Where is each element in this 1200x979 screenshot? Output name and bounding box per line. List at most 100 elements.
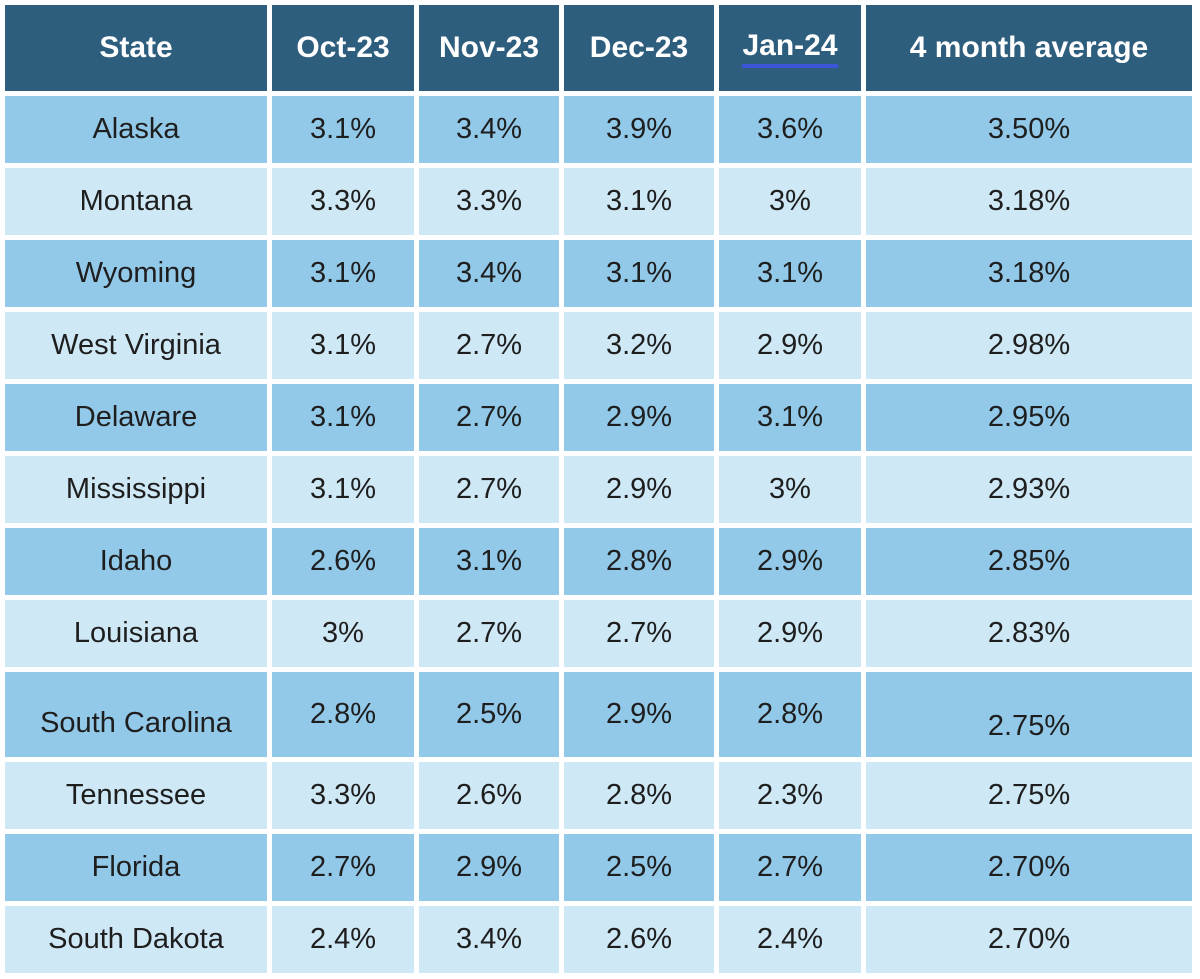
month-value-cell: 2.9% — [419, 834, 559, 901]
state-label: Tennessee — [65, 779, 207, 811]
cell-value: 2.9% — [756, 545, 824, 577]
state-label: South Carolina — [40, 707, 232, 739]
table-row: Mississippi 3.1% 2.7% 2.9% 3% 2.93% — [5, 456, 1192, 523]
state-label: South Dakota — [48, 923, 224, 955]
cell-value: 2.6% — [455, 779, 523, 811]
state-label: Montana — [79, 185, 193, 217]
average-cell: 3.18% — [866, 240, 1192, 307]
cell-value: 3.1% — [605, 185, 673, 217]
month-value-cell: 3% — [719, 168, 861, 235]
state-cell: South Carolina — [5, 672, 267, 757]
state-cell: Louisiana — [5, 600, 267, 667]
cell-value: 3.6% — [756, 113, 824, 145]
state-cell: Tennessee — [5, 762, 267, 829]
cell-value: 2.8% — [756, 698, 824, 730]
cell-value: 3.2% — [605, 329, 673, 361]
month-value-cell: 2.7% — [719, 834, 861, 901]
average-cell: 3.50% — [866, 96, 1192, 163]
cell-value: 3.3% — [455, 185, 523, 217]
state-cell: Wyoming — [5, 240, 267, 307]
month-value-cell: 2.9% — [564, 456, 714, 523]
month-value-cell: 3.1% — [564, 240, 714, 307]
state-cell: South Dakota — [5, 906, 267, 973]
month-value-cell: 2.5% — [564, 834, 714, 901]
cell-value: 2.6% — [605, 923, 673, 955]
cell-value: 2.85% — [987, 545, 1071, 577]
header-cell-4-month-average: 4 month average — [866, 5, 1192, 91]
month-value-cell: 3.1% — [272, 384, 414, 451]
jan-24-link[interactable]: Jan-24 — [742, 29, 838, 68]
average-cell: 2.75% — [866, 762, 1192, 829]
average-cell: 2.95% — [866, 384, 1192, 451]
cell-value: 2.8% — [605, 545, 673, 577]
state-cell: Florida — [5, 834, 267, 901]
cell-value: 2.83% — [987, 617, 1071, 649]
state-cell: Montana — [5, 168, 267, 235]
month-value-cell: 3.1% — [719, 384, 861, 451]
month-value-cell: 3.1% — [272, 96, 414, 163]
cell-value: 2.5% — [455, 698, 523, 730]
month-value-cell: 3.6% — [719, 96, 861, 163]
state-cell: Delaware — [5, 384, 267, 451]
cell-value: 3.1% — [309, 473, 377, 505]
month-value-cell: 2.9% — [564, 672, 714, 757]
cell-value: 3% — [769, 185, 811, 217]
cell-value: 2.9% — [605, 698, 673, 730]
cell-value: 2.70% — [987, 923, 1071, 955]
month-value-cell: 2.7% — [564, 600, 714, 667]
cell-value: 3.50% — [987, 113, 1071, 145]
state-label: West Virginia — [51, 329, 221, 361]
month-value-cell: 3.1% — [272, 312, 414, 379]
cell-value: 3.9% — [605, 113, 673, 145]
table-row: West Virginia 3.1% 2.7% 3.2% 2.9% 2.98% — [5, 312, 1192, 379]
state-label: Florida — [91, 851, 181, 883]
average-cell: 2.70% — [866, 834, 1192, 901]
cell-value: 2.98% — [987, 329, 1071, 361]
month-value-cell: 3.1% — [719, 240, 861, 307]
month-value-cell: 2.8% — [272, 672, 414, 757]
cell-value: 2.7% — [455, 473, 523, 505]
cell-value: 2.7% — [605, 617, 673, 649]
table-row: Florida 2.7% 2.9% 2.5% 2.7% 2.70% — [5, 834, 1192, 901]
month-value-cell: 2.6% — [419, 762, 559, 829]
cell-value: 2.93% — [987, 473, 1071, 505]
average-cell: 3.18% — [866, 168, 1192, 235]
month-value-cell: 3.1% — [419, 528, 559, 595]
average-cell: 2.85% — [866, 528, 1192, 595]
cell-value: 2.4% — [756, 923, 824, 955]
header-label-oct-23: Oct-23 — [296, 31, 390, 64]
cell-value: 2.9% — [756, 329, 824, 361]
month-value-cell: 2.4% — [272, 906, 414, 973]
header-label-nov-23: Nov-23 — [438, 31, 540, 64]
month-value-cell: 2.7% — [419, 384, 559, 451]
cell-value: 2.75% — [987, 710, 1071, 742]
average-cell: 2.70% — [866, 906, 1192, 973]
month-value-cell: 3.3% — [419, 168, 559, 235]
cell-value: 3.1% — [756, 257, 824, 289]
month-value-cell: 2.8% — [564, 528, 714, 595]
cell-value: 2.4% — [309, 923, 377, 955]
month-value-cell: 3% — [272, 600, 414, 667]
header-cell-jan-24: Jan-24 — [719, 5, 861, 91]
month-value-cell: 2.7% — [419, 456, 559, 523]
table-row: Tennessee 3.3% 2.6% 2.8% 2.3% 2.75% — [5, 762, 1192, 829]
cell-value: 2.7% — [455, 401, 523, 433]
table-row: Montana 3.3% 3.3% 3.1% 3% 3.18% — [5, 168, 1192, 235]
cell-value: 2.6% — [309, 545, 377, 577]
header-row: State Oct-23 Nov-23 Dec-23 Jan-24 4 mont… — [5, 5, 1192, 91]
cell-value: 3.1% — [455, 545, 523, 577]
table-row: Alaska 3.1% 3.4% 3.9% 3.6% 3.50% — [5, 96, 1192, 163]
month-value-cell: 2.9% — [719, 600, 861, 667]
month-value-cell: 2.5% — [419, 672, 559, 757]
table-row: Louisiana 3% 2.7% 2.7% 2.9% 2.83% — [5, 600, 1192, 667]
month-value-cell: 3.1% — [272, 240, 414, 307]
header-cell-nov-23: Nov-23 — [419, 5, 559, 91]
cell-value: 2.8% — [309, 698, 377, 730]
header-cell-oct-23: Oct-23 — [272, 5, 414, 91]
cell-value: 3.1% — [756, 401, 824, 433]
state-label: Idaho — [99, 545, 173, 577]
month-value-cell: 3.1% — [564, 168, 714, 235]
month-value-cell: 2.9% — [719, 312, 861, 379]
cell-value: 2.7% — [756, 851, 824, 883]
cell-value: 3.3% — [309, 185, 377, 217]
